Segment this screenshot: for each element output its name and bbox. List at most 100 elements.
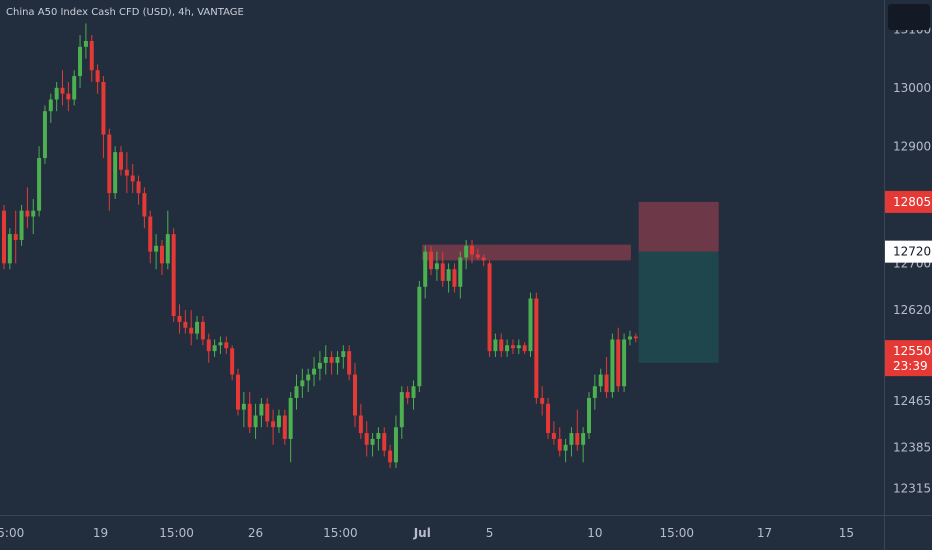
time-tick-label: 19 (93, 526, 108, 540)
candle-body (42, 111, 47, 159)
candle-body (516, 345, 521, 349)
candle-body (148, 216, 153, 252)
price-tag-label: 12550 (893, 344, 931, 358)
candle-body (475, 254, 480, 258)
candle-body (200, 321, 205, 340)
candle-body (241, 403, 246, 410)
price-tag-12550 (885, 340, 932, 377)
candle-body (300, 380, 305, 387)
zone-target[interactable] (638, 251, 719, 363)
candle-body (72, 76, 77, 100)
candle-body (493, 339, 498, 352)
candle-body (358, 415, 363, 434)
candle-body (470, 245, 474, 255)
candle-body (411, 386, 416, 398)
zone-resistance[interactable] (422, 244, 631, 261)
candle-body (557, 438, 562, 451)
candle-body (399, 392, 404, 428)
zone-stop[interactable] (638, 201, 719, 252)
candle-body (230, 348, 235, 375)
candle-body (306, 374, 311, 381)
candle-body (253, 415, 258, 428)
candle-body (48, 99, 53, 112)
time-axis[interactable]: 15:00 19 15:00 26 15:00 Jul 5 10 15:00 17 15 (0, 526, 854, 540)
candle-body (294, 386, 299, 398)
time-tick-label: 15 (839, 526, 854, 540)
candle-body (382, 433, 387, 451)
candle-body (388, 450, 393, 463)
candle-body (119, 152, 123, 170)
candle-body (195, 321, 200, 334)
candle-body (78, 46, 83, 77)
candles-layer (2, 23, 638, 469)
price-tick-label: 12900 (893, 139, 931, 153)
candle-body (581, 433, 586, 445)
candle-body (341, 351, 346, 357)
candle-body (236, 374, 240, 410)
candle-body (165, 234, 170, 264)
price-tick-label: 12465 (893, 394, 931, 408)
price-tick-label: 12385 (893, 441, 931, 455)
candle-body (604, 374, 609, 393)
candle-body (335, 356, 340, 363)
candle-body (499, 339, 504, 352)
time-tick-label: 5 (486, 526, 494, 540)
candle-body (154, 245, 159, 252)
price-tag-label: 12720 (893, 245, 931, 259)
candle-body (587, 397, 591, 434)
candle-body (481, 257, 486, 261)
candle-body (276, 415, 281, 428)
candle-body (317, 362, 322, 369)
price-tick-label: 12620 (893, 303, 931, 317)
time-tick-label: 26 (248, 526, 263, 540)
candle-body (89, 40, 94, 71)
candle-body (13, 234, 18, 240)
candle-body (546, 403, 551, 434)
candle-body (66, 93, 71, 100)
candle-body (107, 134, 112, 194)
candle-body (224, 342, 229, 349)
candle-body (434, 263, 439, 270)
candle-body (171, 234, 176, 317)
candle-body (522, 345, 527, 352)
candle-body (329, 356, 334, 363)
candle-body (25, 210, 30, 217)
candle-body (347, 351, 352, 375)
candle-body (159, 245, 164, 264)
candle-body (440, 263, 445, 281)
zones-layer (422, 201, 719, 363)
candle-body (189, 327, 194, 334)
candle-body (130, 175, 135, 182)
candle-body (247, 403, 252, 428)
candle-body (598, 374, 603, 387)
candle-body (113, 152, 118, 194)
candle-body (265, 403, 270, 422)
candle-body (633, 336, 638, 339)
candle-body (464, 245, 469, 258)
candle-body (31, 210, 36, 217)
price-tick-label: 13000 (893, 81, 931, 95)
candle-body (551, 433, 556, 439)
candle-body (60, 87, 65, 94)
candle-body (616, 339, 621, 387)
candle-body (271, 421, 276, 428)
candle-body (312, 368, 317, 375)
candle-body (282, 415, 287, 439)
candle-body (177, 316, 182, 322)
candle-body (206, 339, 211, 352)
candle-body (212, 345, 217, 352)
candle-body (534, 298, 539, 398)
price-tag-label: 12805 (893, 195, 931, 209)
price-tag-12720 (885, 240, 932, 263)
chart-title: China A50 Index Cash CFD (USD), 4h, VANT… (6, 7, 244, 18)
time-tick-label: Jul (413, 526, 431, 540)
candle-body (405, 392, 410, 398)
candle-body (370, 438, 375, 445)
price-tick-label: 12315 (893, 482, 931, 496)
candle-body (364, 433, 369, 445)
candle-body (575, 433, 580, 445)
scale-control-button[interactable] (888, 4, 930, 30)
